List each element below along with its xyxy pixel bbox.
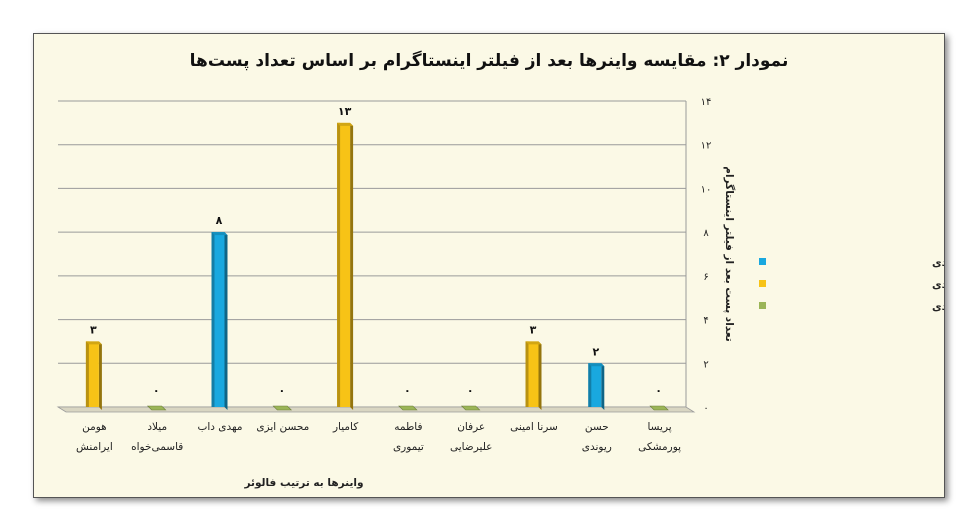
category-labels: هومن ایرامنش میلاد قاسمی‌خواه مهدی داب محسن ا…	[76, 421, 681, 453]
category-label: فاطمه	[394, 421, 422, 433]
bar	[460, 405, 481, 411]
data-label: ۲	[592, 345, 599, 358]
category-label: محسن ایزی	[256, 421, 309, 433]
y-tick-label: ۱۰	[701, 184, 712, 195]
y-tick-label: ۱۴	[701, 97, 712, 108]
category-label: پورمشکی	[638, 441, 681, 453]
y-tick-label: ۸	[703, 228, 709, 239]
category-label: مهدی داب	[197, 421, 242, 433]
category-label: حسن	[585, 421, 609, 433]
data-label: ۳	[530, 323, 537, 336]
data-label: ۰	[278, 384, 285, 397]
bar	[272, 405, 293, 411]
data-label: ۳	[90, 323, 97, 336]
legend-swatch	[759, 258, 766, 265]
y-tick-label: ۱۲	[701, 141, 712, 152]
data-labels: ۳ ۰ ۸ ۰ ۱۳ ۰ ۰ ۳ ۲ ۰	[90, 105, 662, 397]
category-label: پریسا	[647, 421, 671, 433]
y-tick-label: ۴	[703, 316, 708, 327]
category-label: کامیار	[332, 421, 358, 433]
category-label: ریوندی	[582, 441, 612, 453]
chart-svg: نمودار ۲: مقایسه واینرها بعد از فیلتر ای…	[56, 50, 944, 489]
data-label: ۰	[404, 384, 411, 397]
grid-lines	[56, 100, 696, 413]
bar	[398, 405, 418, 411]
category-label: تیموری	[393, 441, 424, 453]
bar	[211, 232, 228, 410]
bars	[85, 122, 669, 411]
x-axis-title: واینرها به ترتیب فالوئر	[243, 477, 363, 489]
legend-swatch	[759, 302, 766, 309]
bar	[588, 363, 605, 410]
y-tick-label: ۰	[703, 403, 708, 414]
category-label: علیرضایی	[450, 441, 493, 453]
legend-swatch	[759, 280, 766, 287]
category-label: قاسمی‌خواه	[131, 441, 183, 453]
bar	[337, 122, 354, 410]
chart-frame: نمودار ۲: مقایسه واینرها بعد از فیلتر ای…	[33, 33, 945, 498]
category-label: ایرامنش	[76, 441, 113, 453]
chart-title: نمودار ۲: مقایسه واینرها بعد از فیلتر ای…	[190, 50, 789, 71]
legend-entry: بهمن ماه - پست انتقادی	[932, 279, 944, 291]
bar	[146, 405, 167, 411]
category-label: سرنا امینی	[510, 421, 558, 433]
data-label: ۸	[216, 214, 223, 227]
bar	[525, 341, 542, 410]
legend-entry: بدون فعالیت - بدون پست انتقادی	[932, 301, 944, 313]
data-label: ۰	[467, 384, 474, 397]
category-label: میلاد	[147, 421, 167, 433]
y-axis-ticks: ۰ ۲ ۴ ۶ ۸ ۱۰ ۱۲ ۱۴	[701, 97, 712, 414]
legend: بهمن ماه - بدون پست انتقادی بهمن ماه - پس…	[759, 257, 944, 313]
category-label: عرفان	[457, 421, 485, 433]
bar	[85, 341, 102, 410]
legend-entry: بهمن ماه - بدون پست انتقادی	[932, 257, 944, 269]
y-axis-title: تعداد پست بعد از فیلتر اینستاگرام	[723, 166, 736, 342]
y-tick-label: ۲	[703, 359, 708, 370]
y-tick-label: ۶	[703, 272, 708, 283]
data-label: ۰	[655, 384, 662, 397]
data-label: ۰	[153, 384, 160, 397]
category-label: هومن	[82, 421, 107, 433]
data-label: ۱۳	[338, 105, 352, 118]
bar	[649, 405, 669, 411]
